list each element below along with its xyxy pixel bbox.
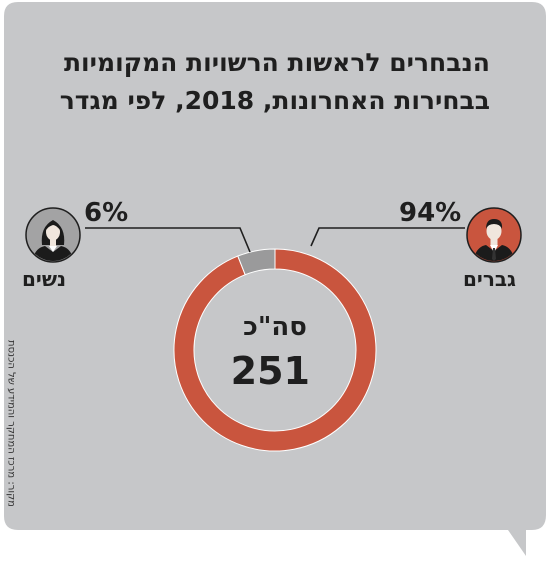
chart-title-line-1: הנבחרים לראשות הרשויות המקומיות bbox=[63, 48, 490, 77]
chart-title-line-2: בבחירות האחרונות, 2018, לפי מגדר bbox=[59, 86, 490, 115]
total-value: 251 bbox=[230, 349, 310, 393]
leader-line-men bbox=[310, 227, 465, 247]
women-percentage-label: 6% bbox=[84, 198, 129, 228]
men-percentage-label: 94% bbox=[399, 198, 462, 228]
man-avatar-icon bbox=[466, 207, 522, 263]
men-label: גברים bbox=[463, 267, 516, 291]
source-note: מקור: מרכז המחקר והמידע של הכנסת bbox=[3, 340, 19, 540]
donut-slice-men bbox=[173, 248, 377, 452]
woman-avatar-icon bbox=[25, 207, 81, 263]
source-text: מקור: מרכז המחקר והמידע של הכנסת bbox=[5, 340, 17, 507]
donut-slice-women bbox=[237, 248, 276, 276]
leader-line-women bbox=[85, 227, 251, 253]
total-caption: סה"כ bbox=[243, 312, 307, 342]
women-label: נשים bbox=[22, 267, 67, 291]
